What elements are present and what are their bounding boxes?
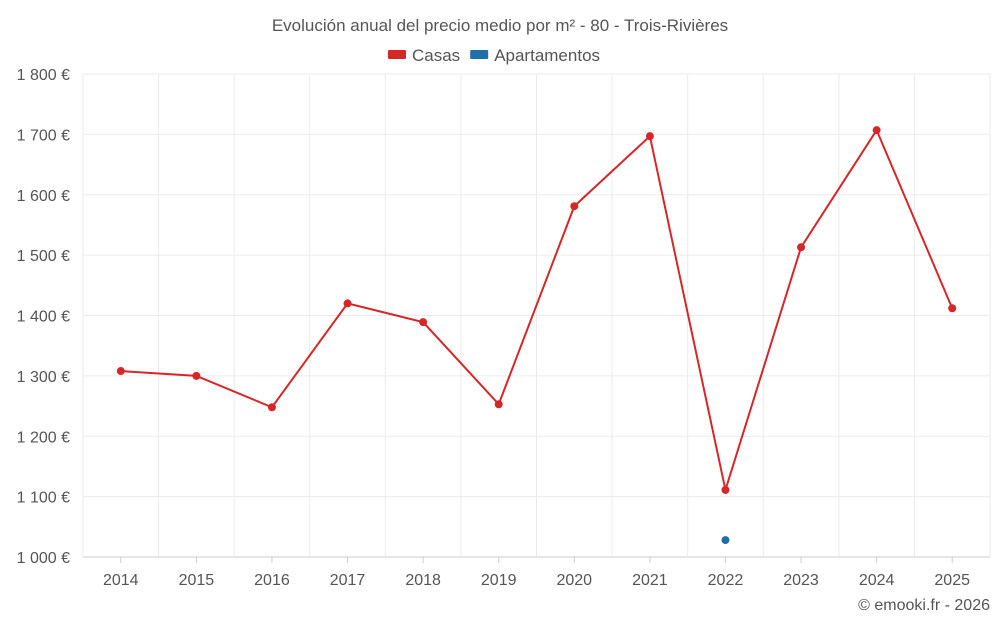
data-point	[494, 400, 503, 409]
series-line-casas	[120, 128, 954, 494]
x-tick-label: 2016	[254, 572, 290, 589]
x-tick-label: 2018	[405, 572, 441, 589]
legend-swatch	[388, 50, 406, 59]
x-tick-label: 2024	[859, 572, 895, 589]
y-tick-label: 1 100 €	[17, 490, 70, 507]
x-tick-label: 2015	[179, 572, 215, 589]
y-tick-label: 1 600 €	[17, 188, 70, 205]
y-tick-label: 1 000 €	[17, 550, 70, 567]
legend: Casas Apartamentos	[388, 46, 600, 65]
legend-label: Casas	[412, 46, 460, 65]
y-tick-label: 1 500 €	[17, 248, 70, 265]
x-tick-label: 2025	[934, 572, 970, 589]
data-point	[721, 485, 730, 494]
grid	[82, 73, 991, 558]
y-tick-label: 1 700 €	[17, 127, 70, 144]
x-tick-label: 2023	[783, 572, 819, 589]
data-point	[267, 403, 276, 412]
data-point	[116, 367, 125, 376]
data-point	[570, 202, 579, 211]
y-tick-label: 1 800 €	[17, 67, 70, 84]
chart-title: Evolución anual del precio medio por m² …	[272, 16, 728, 35]
y-tick-label: 1 400 €	[17, 309, 70, 326]
legend-swatch	[470, 50, 489, 59]
x-tick-label: 2021	[632, 572, 668, 589]
series	[116, 126, 957, 545]
x-tick-label: 2020	[556, 572, 592, 589]
y-tick-label: 1 200 €	[17, 429, 70, 446]
data-point	[872, 126, 881, 135]
credit: © emooki.fr - 2026	[858, 597, 990, 614]
data-point	[721, 536, 730, 545]
data-point	[645, 132, 654, 141]
data-point	[192, 371, 201, 380]
x-axis: 2014 2015 2016 2017 2018 2019 2020 2021 2022 2023…	[103, 557, 970, 589]
y-tick-label: 1 300 €	[17, 369, 70, 386]
data-point	[948, 304, 957, 313]
data-point	[797, 243, 806, 252]
x-tick-label: 2017	[330, 572, 366, 589]
x-tick-label: 2014	[103, 572, 139, 589]
legend-label: Apartamentos	[494, 46, 600, 65]
data-point	[343, 299, 352, 308]
data-point	[419, 318, 428, 327]
x-tick-label: 2022	[708, 572, 744, 589]
y-axis: 1 000 € 1 100 € 1 200 € 1 300 € 1 400 € 1 500…	[17, 67, 70, 567]
x-tick-label: 2019	[481, 572, 517, 589]
